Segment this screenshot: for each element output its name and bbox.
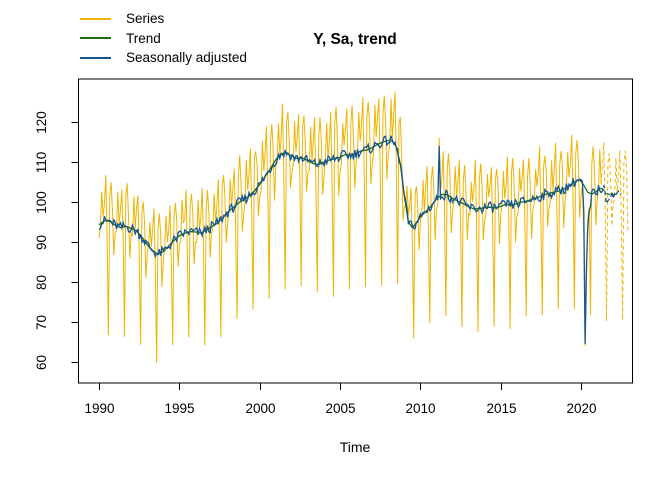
x-tick-label: 2005: [325, 401, 355, 416]
seasonally-adjusted-line: [98, 135, 602, 345]
seasonally-adjusted-line-swatch: [80, 56, 111, 59]
legend-item-seasonally-adjusted: Seasonally adjusted: [80, 48, 247, 68]
series-line-swatch: [80, 17, 111, 20]
x-tick-label: 1990: [84, 401, 114, 416]
plot-box: [78, 78, 633, 384]
x-axis-title: Time: [339, 439, 371, 455]
y-tick-label: 100: [34, 191, 49, 214]
series-forecast-line: [600, 142, 629, 321]
y-tick-label: 120: [34, 111, 49, 134]
trend-line-swatch: [80, 37, 111, 40]
chart-title: Y, Sa, trend: [313, 31, 397, 48]
legend-label-seasonally-adjusted: Seasonally adjusted: [126, 50, 247, 65]
legend-item-trend: Trend: [80, 29, 247, 49]
y-tick-label: 110: [34, 152, 49, 174]
y-tick-label: 90: [34, 235, 49, 250]
y-tick-label: 70: [34, 315, 49, 330]
x-tick-label: 2000: [245, 401, 275, 416]
y-tick-label: 60: [34, 355, 49, 370]
x-tick-label: 2015: [486, 401, 516, 416]
x-tick-label: 2020: [566, 401, 596, 416]
legend-item-series: Series: [80, 9, 247, 29]
x-tick-label: 2010: [405, 401, 435, 416]
x-tick-label: 1995: [164, 401, 194, 416]
y-tick-label: 80: [34, 275, 49, 290]
seasonally-adjusted-forecast-line: [600, 185, 622, 206]
series-line: [98, 91, 602, 364]
legend-label-series: Series: [126, 11, 165, 26]
legend-label-trend: Trend: [126, 30, 161, 46]
legend: Series Trend Seasonally adjusted: [80, 9, 247, 68]
